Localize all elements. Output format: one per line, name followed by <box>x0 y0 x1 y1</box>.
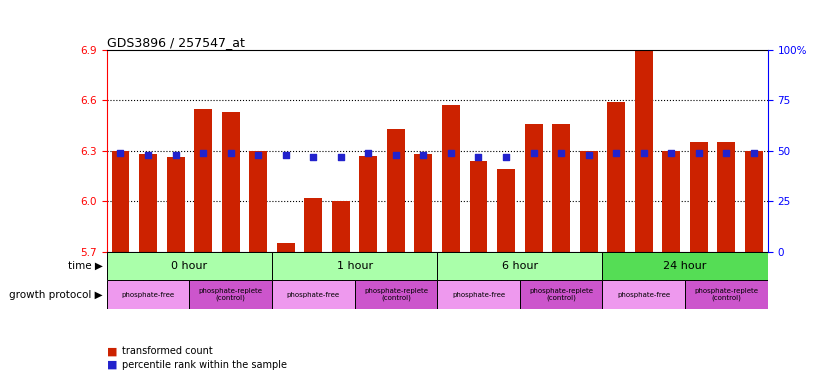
Point <box>362 150 375 156</box>
Text: phosphate-free: phosphate-free <box>452 292 505 298</box>
Text: phosphate-free: phosphate-free <box>287 292 340 298</box>
Bar <box>194 109 212 252</box>
Text: 24 hour: 24 hour <box>663 261 707 271</box>
Point <box>554 150 567 156</box>
Point <box>610 150 623 156</box>
Text: percentile rank within the sample: percentile rank within the sample <box>122 360 287 370</box>
Point <box>251 152 264 158</box>
Bar <box>603 252 768 280</box>
Bar <box>690 142 708 252</box>
Point <box>196 150 209 156</box>
Text: time ▶: time ▶ <box>68 261 103 271</box>
Bar <box>332 201 350 252</box>
Point <box>169 152 182 158</box>
Bar <box>139 154 157 252</box>
Text: 1 hour: 1 hour <box>337 261 373 271</box>
Text: 6 hour: 6 hour <box>502 261 538 271</box>
Text: phosphate-free: phosphate-free <box>617 292 670 298</box>
Text: phosphate-replete
(control): phosphate-replete (control) <box>529 288 593 301</box>
Bar <box>520 280 603 309</box>
Text: phosphate-replete
(control): phosphate-replete (control) <box>364 288 428 301</box>
Point <box>747 150 760 156</box>
Point <box>637 150 650 156</box>
Bar <box>107 280 190 309</box>
Point <box>307 154 320 160</box>
Bar <box>470 161 488 252</box>
Point <box>279 152 292 158</box>
Bar <box>222 112 240 252</box>
Bar <box>442 105 460 252</box>
Bar <box>272 252 438 280</box>
Bar <box>553 124 570 252</box>
Point <box>720 150 733 156</box>
Text: growth protocol ▶: growth protocol ▶ <box>9 290 103 300</box>
Text: phosphate-replete
(control): phosphate-replete (control) <box>695 288 759 301</box>
Bar <box>305 198 322 252</box>
Bar <box>167 157 185 252</box>
Text: transformed count: transformed count <box>122 346 213 356</box>
Bar <box>437 280 520 309</box>
Bar <box>635 50 653 252</box>
Bar <box>608 102 625 252</box>
Point <box>665 150 678 156</box>
Point <box>417 152 430 158</box>
Text: ■: ■ <box>107 360 117 370</box>
Point <box>692 150 705 156</box>
Point <box>389 152 402 158</box>
Point <box>444 150 457 156</box>
Bar <box>360 156 378 252</box>
Point <box>141 152 154 158</box>
Bar <box>250 151 267 252</box>
Bar <box>355 280 437 309</box>
Bar <box>685 280 768 309</box>
Point <box>527 150 540 156</box>
Text: ■: ■ <box>107 346 117 356</box>
Bar <box>272 280 355 309</box>
Bar <box>745 151 763 252</box>
Bar <box>112 151 130 252</box>
Bar <box>387 129 405 252</box>
Bar <box>718 142 736 252</box>
Text: phosphate-free: phosphate-free <box>122 292 175 298</box>
Bar <box>190 280 272 309</box>
Text: phosphate-replete
(control): phosphate-replete (control) <box>199 288 263 301</box>
Bar <box>497 169 515 252</box>
Bar <box>107 252 272 280</box>
Bar <box>525 124 543 252</box>
Bar <box>437 252 603 280</box>
Point <box>334 154 347 160</box>
Point <box>224 150 237 156</box>
Text: 0 hour: 0 hour <box>172 261 208 271</box>
Bar <box>580 151 598 252</box>
Bar <box>603 280 685 309</box>
Bar <box>277 243 295 252</box>
Bar <box>663 151 681 252</box>
Bar <box>415 154 433 252</box>
Text: GDS3896 / 257547_at: GDS3896 / 257547_at <box>107 36 245 49</box>
Point <box>114 150 127 156</box>
Point <box>499 154 512 160</box>
Point <box>582 152 595 158</box>
Point <box>472 154 485 160</box>
